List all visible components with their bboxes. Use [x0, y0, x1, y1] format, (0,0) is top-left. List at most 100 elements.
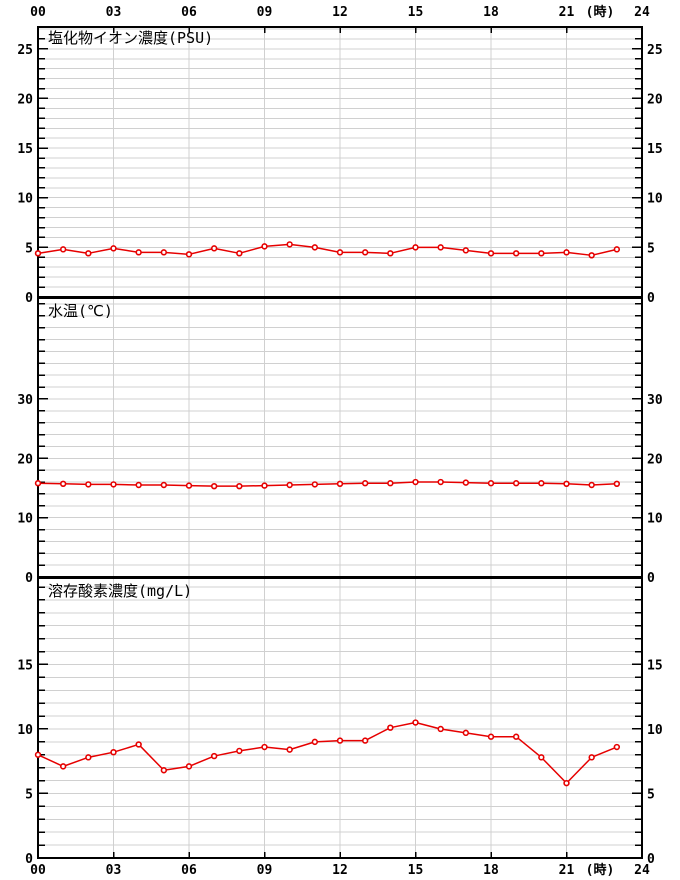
y-axis-label-left: 20: [17, 92, 33, 107]
y-axis-label-left: 0: [25, 852, 33, 867]
data-point: [538, 250, 545, 257]
x-axis-label-bottom: 06: [181, 863, 197, 878]
y-axis-label-left: 10: [17, 723, 33, 738]
data-point: [85, 754, 92, 761]
data-point: [487, 733, 495, 740]
data-point: [311, 244, 319, 251]
data-point: [613, 743, 621, 751]
data-point: [512, 250, 520, 257]
panel-1-title: 塩化物イオン濃度(PSU): [48, 29, 214, 47]
data-point: [135, 481, 142, 489]
x-axis-label-top: 12: [332, 5, 348, 20]
data-point: [437, 244, 444, 251]
data-point: [387, 250, 394, 257]
data-point: [185, 482, 193, 489]
data-point: [512, 480, 520, 487]
y-axis-label-right: 30: [647, 393, 663, 408]
data-point: [336, 737, 344, 744]
y-axis-label-left: 10: [17, 512, 33, 527]
data-point: [462, 729, 470, 737]
y-axis-label-right: 5: [647, 241, 655, 256]
x-axis-label-bottom: 12: [332, 863, 348, 878]
data-point: [588, 481, 595, 489]
data-point: [538, 754, 545, 761]
x-axis-unit-label-top: (時): [586, 4, 615, 20]
data-point: [336, 480, 344, 488]
data-point: [236, 482, 243, 490]
y-axis-label-left: 0: [25, 291, 33, 306]
y-axis-label-right: 0: [647, 852, 655, 867]
data-point: [160, 481, 168, 489]
data-point: [538, 480, 545, 487]
data-point: [462, 247, 470, 254]
y-axis-label-right: 0: [647, 571, 655, 586]
x-axis-label-top: 21: [559, 5, 575, 20]
x-axis-label-top: 06: [181, 5, 197, 20]
data-point: [34, 250, 42, 257]
data-point: [311, 481, 319, 488]
x-axis-label-top: 15: [408, 5, 424, 20]
panel-2-title: 水温(℃): [48, 302, 113, 320]
y-axis-label-right: 20: [647, 452, 663, 467]
data-point: [588, 252, 595, 259]
data-point: [110, 245, 117, 252]
y-axis-label-right: 0: [647, 291, 655, 306]
data-point: [59, 246, 67, 253]
y-axis-label-right: 10: [647, 723, 663, 738]
data-point: [34, 480, 42, 487]
data-point: [261, 243, 268, 250]
y-axis-label-right: 5: [647, 787, 655, 802]
series-line: [37, 481, 617, 487]
x-axis-label-top: 00: [30, 5, 46, 20]
data-point: [412, 478, 419, 486]
data-point: [563, 249, 570, 256]
panel-2: [34, 297, 643, 578]
data-point: [361, 249, 369, 256]
x-axis-label-bottom: 03: [106, 863, 122, 878]
data-point: [588, 754, 595, 761]
data-point: [412, 719, 419, 726]
x-axis-label-top: 09: [257, 5, 273, 20]
data-point: [512, 733, 520, 740]
data-point: [160, 767, 168, 774]
y-axis-label-left: 20: [17, 452, 33, 467]
data-point: [613, 246, 621, 253]
data-point: [437, 725, 444, 733]
y-axis-label-left: 5: [25, 241, 33, 256]
data-point: [261, 743, 268, 751]
y-axis-label-right: 25: [647, 43, 663, 58]
data-point: [185, 763, 193, 770]
data-point: [387, 480, 394, 487]
data-point: [613, 480, 621, 488]
data-point: [210, 752, 218, 760]
data-point: [185, 251, 193, 258]
data-point: [110, 748, 117, 756]
data-point: [160, 249, 168, 256]
y-axis-label-right: 15: [647, 142, 663, 157]
data-point: [437, 478, 444, 486]
y-axis-label-right: 10: [647, 512, 663, 527]
data-point: [387, 724, 394, 731]
x-axis-label-bottom: 21: [559, 863, 575, 878]
data-point: [487, 480, 495, 487]
x-axis-label-bottom: 15: [408, 863, 424, 878]
data-point: [361, 480, 369, 487]
data-point: [286, 481, 293, 489]
y-axis-label-left: 30: [17, 393, 33, 408]
data-point: [135, 741, 142, 748]
x-axis-label-bottom: 18: [483, 863, 499, 878]
y-axis-label-left: 15: [17, 142, 33, 157]
data-point: [261, 482, 268, 489]
data-point: [563, 480, 570, 488]
data-point: [85, 481, 92, 488]
data-point: [361, 737, 369, 744]
data-point: [311, 738, 319, 746]
x-axis-label-top: 18: [483, 5, 499, 20]
data-point: [210, 245, 218, 252]
x-axis-label-bottom: 24: [634, 863, 650, 878]
x-axis-label-top: 24: [634, 5, 650, 20]
x-axis-unit-label-bottom: (時): [586, 862, 615, 878]
y-axis-label-left: 5: [25, 787, 33, 802]
